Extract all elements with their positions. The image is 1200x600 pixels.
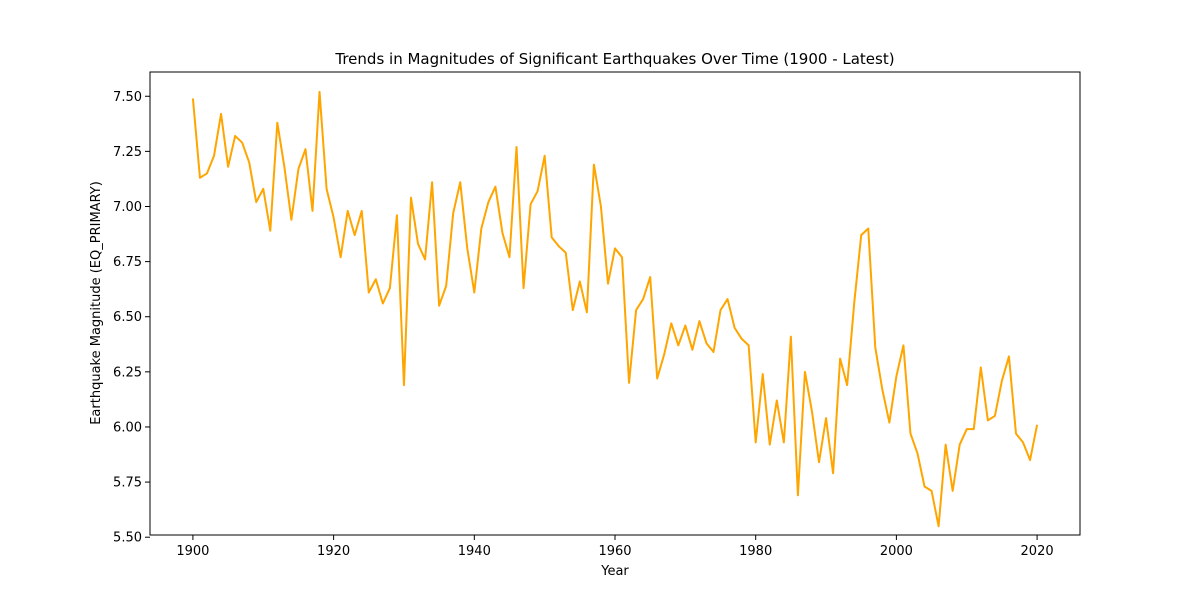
series-layer [191, 90, 1039, 528]
x-tick-label: 1900 [176, 544, 209, 559]
x-tick-label: 2020 [1021, 544, 1054, 559]
y-tick-label: 6.00 [113, 420, 142, 435]
y-tick-label: 5.75 [113, 476, 142, 491]
y-tick-label: 5.50 [113, 531, 142, 546]
x-tick-label: 2000 [880, 544, 913, 559]
y-tick-label: 7.50 [113, 90, 142, 105]
chart-title: Trends in Magnitudes of Significant Eart… [334, 50, 894, 68]
x-tick-label: 1920 [317, 544, 350, 559]
y-tick-label: 6.25 [113, 365, 142, 380]
series-line [191, 90, 1039, 528]
x-tick-label: 1960 [598, 544, 631, 559]
x-tick-label: 1940 [458, 544, 491, 559]
y-tick-label: 6.75 [113, 255, 142, 270]
x-axis-label: Year [600, 564, 629, 579]
y-tick-label: 7.25 [113, 145, 142, 160]
y-tick-label: 7.00 [113, 200, 142, 215]
plot-area [150, 72, 1080, 535]
x-tick-label: 1980 [739, 544, 772, 559]
plot-frame [149, 71, 1081, 536]
x-axis-ticks: 1900 1920 1940 1960 1980 2000 2020 [176, 535, 1054, 559]
y-axis-ticks: 5.50 5.75 6.00 6.25 6.50 6.75 7.00 7.25 7.50 [113, 90, 150, 546]
y-axis-label: Earthquake Magnitude (EQ_PRIMARY) [89, 181, 104, 425]
y-tick-label: 6.50 [113, 310, 142, 325]
